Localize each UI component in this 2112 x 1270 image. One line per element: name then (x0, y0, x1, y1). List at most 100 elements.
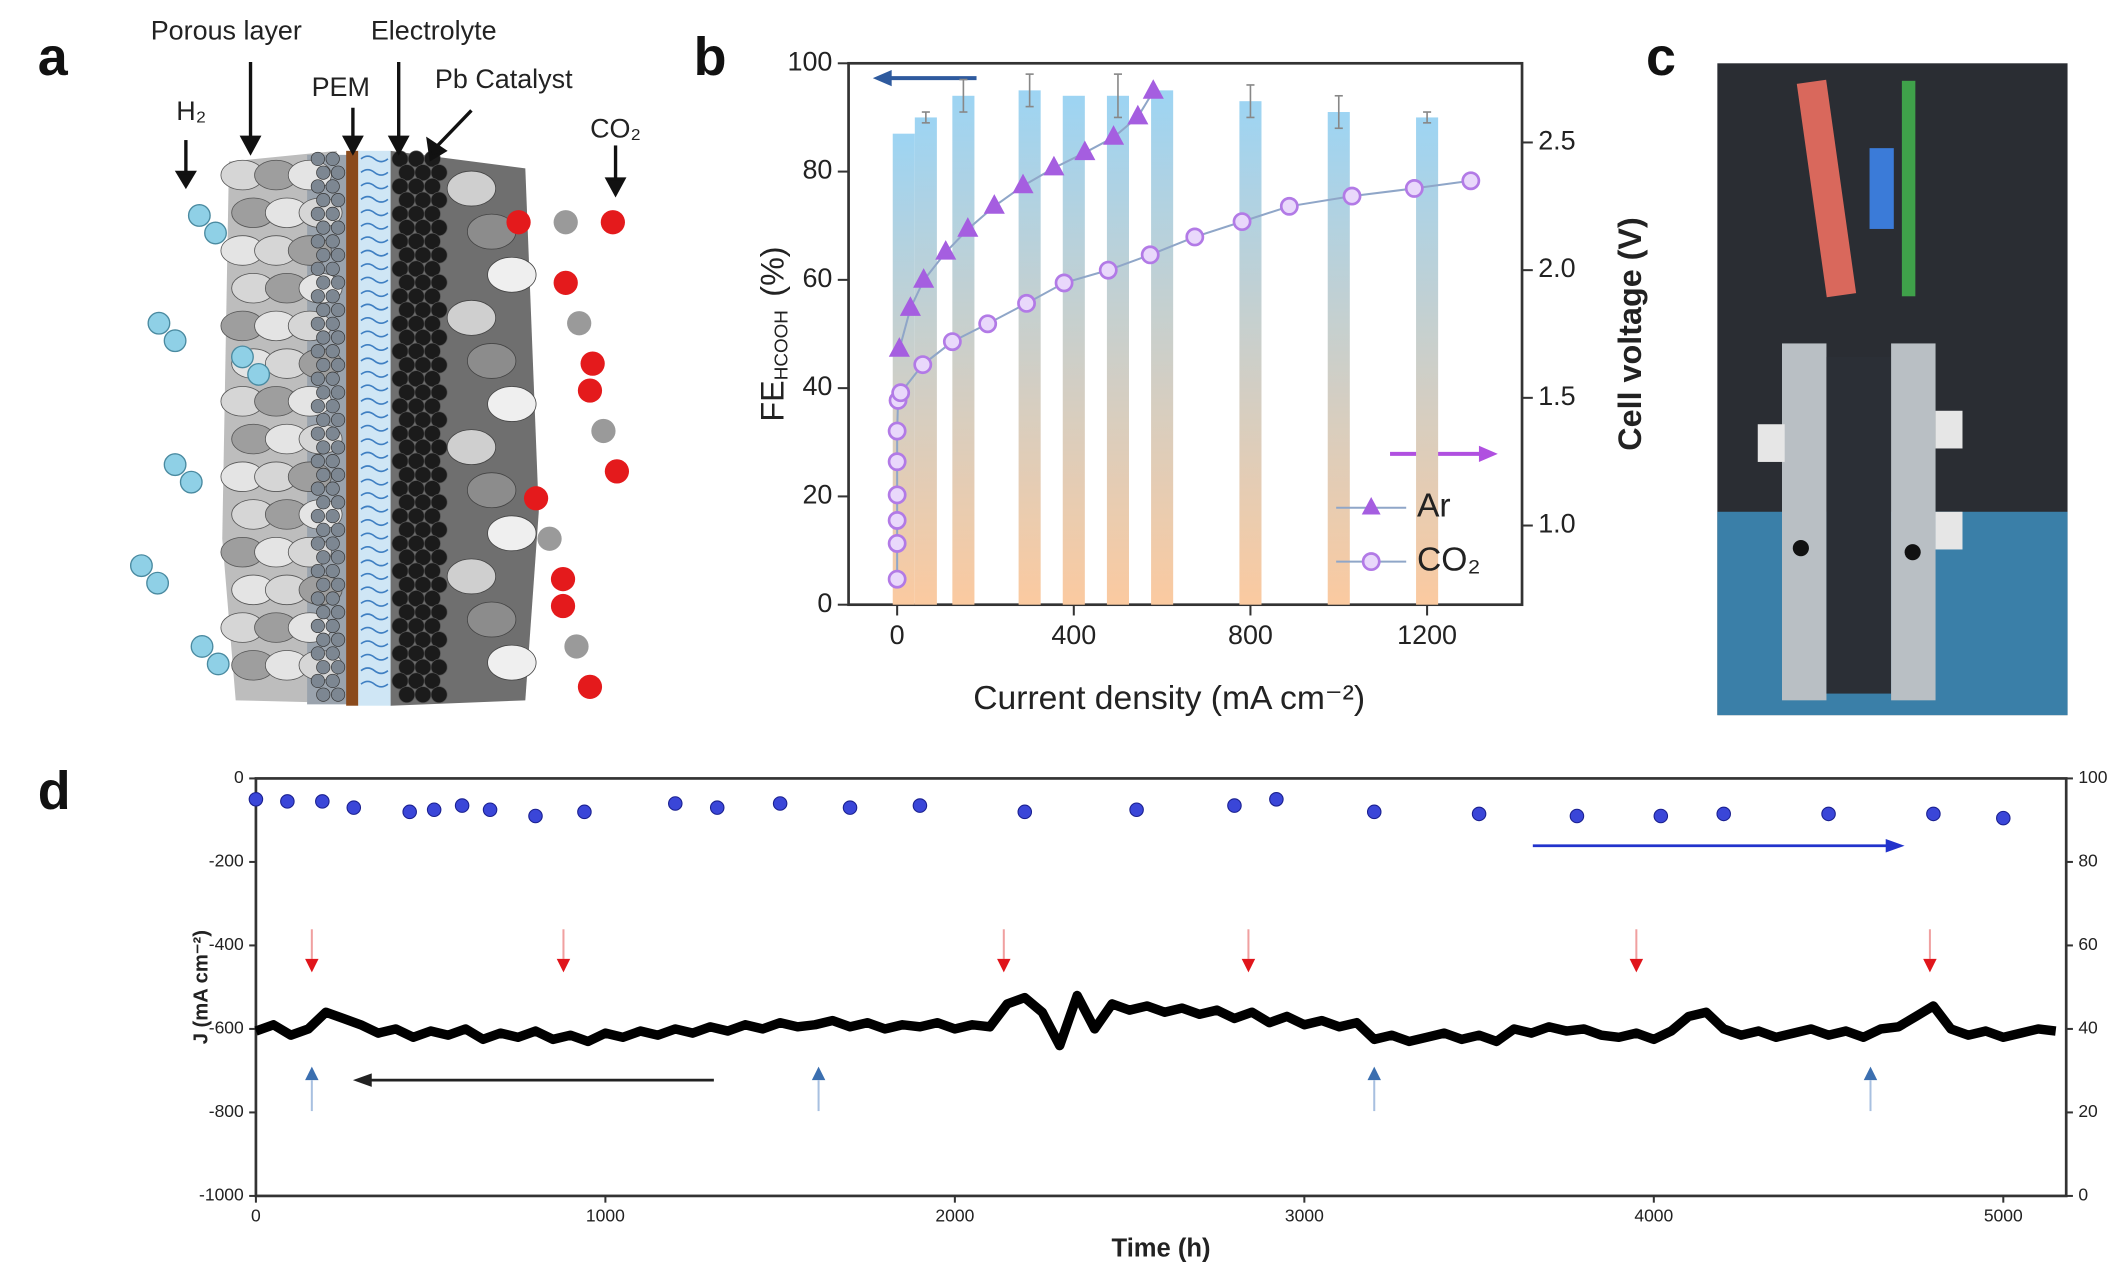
event-arrow-down (556, 929, 571, 973)
y-label-main: FE (754, 380, 790, 421)
event-arrow-up (305, 1066, 319, 1112)
y-tick-label: 20 (802, 480, 832, 510)
ionomer-sphere (316, 220, 331, 235)
x-tick-label: 2000 (935, 1205, 974, 1225)
catalyst-sphere (423, 177, 441, 195)
marker (887, 485, 907, 505)
h2-atom (247, 362, 271, 386)
marker (1017, 293, 1036, 313)
event-arrow-head (1863, 1066, 1878, 1081)
marker (1098, 260, 1118, 280)
x-axis-label: Current density (mA cm⁻²) (973, 680, 1365, 717)
event-arrow-down (305, 929, 319, 973)
ionomer-sphere (310, 673, 325, 688)
bar (1018, 90, 1041, 605)
ionomer-sphere (316, 522, 331, 537)
error-bar (921, 111, 930, 124)
bar (1239, 101, 1262, 605)
marker (887, 533, 907, 553)
ionomer-sphere (331, 220, 346, 235)
ionomer-sphere (331, 550, 346, 565)
y2-tick-label: 20 (2078, 1101, 2098, 1121)
electrolyte-wave (360, 653, 389, 661)
catalyst-sphere (430, 356, 448, 374)
screw (1792, 540, 1809, 557)
catalyst-sphere (423, 507, 441, 525)
ionomer-sphere (325, 536, 340, 551)
ionomer-sphere (325, 371, 340, 386)
marker (913, 355, 933, 375)
ionomer-sphere (331, 357, 346, 373)
marker (1279, 196, 1299, 216)
ionomer-sphere (310, 344, 325, 359)
ionomer-sphere (310, 151, 325, 166)
electrolyte-wave (360, 317, 389, 325)
ionomer-sphere (310, 289, 325, 304)
electrolyte-wave (360, 168, 389, 176)
y2-tick-label: 40 (2078, 1018, 2098, 1038)
ionomer-sphere (325, 454, 340, 469)
ionomer-sphere (325, 151, 340, 166)
fitting (1935, 511, 1963, 550)
marker (1471, 806, 1487, 822)
catalyst-sphere (423, 342, 441, 360)
ionomer-sphere (325, 563, 340, 579)
marker (942, 332, 962, 352)
marker (1129, 802, 1144, 818)
catalyst-sphere (430, 191, 448, 209)
ionomer-sphere (331, 248, 346, 263)
co2-atom (550, 593, 576, 619)
ionomer-sphere (331, 165, 346, 180)
ionomer-sphere (325, 481, 340, 496)
y-tick-label: 100 (787, 46, 832, 76)
marker (1926, 806, 1941, 822)
catalyst-sphere (430, 576, 448, 594)
y-label-unit: (%) (754, 246, 790, 296)
catalyst-sphere (423, 672, 441, 690)
diagram-label: H₂ (176, 96, 206, 126)
co2-atom (580, 351, 605, 376)
ionomer-sphere (316, 632, 331, 647)
co2-atom (604, 459, 630, 484)
marker (912, 798, 928, 813)
ionomer-sphere (325, 234, 340, 249)
carbon-grain (487, 515, 537, 552)
ionomer-sphere (325, 344, 340, 359)
y2-tick-label: 1.0 (1538, 509, 1575, 539)
diagram-label: Porous layer (151, 15, 302, 45)
catalyst-sphere (414, 686, 432, 704)
ionomer-sphere (325, 179, 340, 194)
bar (1106, 95, 1129, 605)
ionomer-sphere (325, 261, 340, 276)
electrolyte-wave (360, 303, 389, 311)
y-tick-label: 0 (817, 588, 832, 618)
co2-atom (553, 270, 578, 295)
y-label-sub: HCOOH (771, 310, 792, 380)
marker (1140, 245, 1160, 265)
ionomer-sphere (316, 577, 331, 592)
y2-tick-label: 80 (2078, 851, 2098, 871)
panel-label: d (38, 761, 71, 821)
marker (1227, 798, 1242, 813)
ionomer-sphere (331, 385, 346, 400)
marker (1996, 810, 2011, 826)
carbon-grain (487, 386, 537, 422)
ionomer-sphere (310, 399, 325, 414)
electrolyte-wave (360, 626, 389, 634)
tube (1869, 148, 1894, 229)
legend-marker (1361, 496, 1381, 515)
event-arrow-head (556, 958, 571, 973)
ionomer-sphere (331, 522, 346, 537)
legend-label: Ar (1417, 488, 1451, 525)
h2-atom (230, 345, 254, 369)
marker (1185, 227, 1205, 247)
electrolyte-wave (360, 397, 389, 405)
electrolyte-wave (360, 357, 389, 365)
x-tick-label: 5000 (1984, 1205, 2023, 1225)
catalyst-sphere (430, 164, 448, 182)
electrolyte-wave (360, 370, 389, 378)
ionomer-sphere (310, 454, 325, 469)
ionomer-sphere (310, 536, 325, 551)
fitting (1757, 424, 1785, 462)
electrolyte-wave (360, 290, 389, 298)
